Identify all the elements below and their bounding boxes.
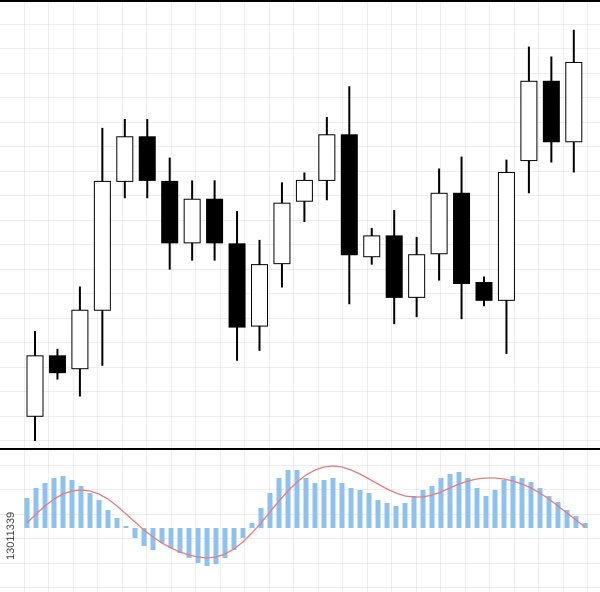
histogram-bar (150, 528, 156, 550)
histogram-bar (303, 478, 309, 528)
histogram-bar (366, 493, 372, 528)
histogram-bar (258, 508, 264, 528)
histogram-bar (339, 483, 345, 528)
histogram-bar (114, 518, 120, 528)
candle-body (453, 192, 471, 284)
histogram-bar (285, 470, 291, 528)
histogram-bar (528, 482, 534, 528)
candle-body (340, 134, 358, 256)
histogram-bar (465, 478, 471, 528)
histogram-bar (105, 510, 111, 528)
candle-body (206, 198, 224, 244)
candle-body (363, 235, 381, 258)
histogram-bar (132, 528, 138, 538)
histogram-bar (33, 488, 39, 528)
histogram-bar (24, 498, 30, 528)
candle-body (251, 264, 268, 327)
candle-body (138, 136, 156, 181)
histogram-bar (195, 528, 201, 563)
histogram-bar (69, 480, 75, 528)
histogram-bar (87, 493, 93, 528)
histogram-bar (393, 506, 399, 528)
histogram-bar (573, 516, 579, 528)
histogram-bar (438, 478, 444, 528)
histogram-bar (555, 502, 561, 528)
candle-body (161, 180, 179, 244)
candle-body (475, 281, 493, 301)
signal-line (26, 465, 586, 559)
histogram-bar (447, 474, 453, 528)
histogram-bar (159, 528, 165, 543)
histogram-bar (519, 478, 525, 528)
histogram-bar (204, 528, 210, 566)
watermark: 13011339 (5, 512, 17, 560)
candle-body (520, 80, 538, 162)
histogram-bar (231, 528, 237, 550)
histogram-bar (537, 488, 543, 528)
histogram-bar (78, 486, 84, 528)
candle-body (93, 180, 111, 311)
histogram-bar (267, 493, 273, 528)
histogram-bar (420, 490, 426, 528)
candle-body (48, 355, 66, 374)
histogram-bar (564, 510, 570, 528)
histogram-bar (177, 528, 183, 553)
histogram-bar (546, 496, 552, 528)
histogram-bar (213, 528, 219, 564)
candle-body (228, 243, 246, 328)
histogram-bar (51, 478, 57, 528)
candle-body (71, 309, 89, 370)
candle-body (497, 171, 515, 301)
candle-body (295, 179, 313, 202)
histogram-bar (456, 472, 462, 528)
candle-body (408, 254, 426, 298)
histogram-bar (294, 470, 300, 528)
candle-body (318, 134, 336, 181)
histogram-bar (141, 528, 147, 546)
histogram-bar (375, 500, 381, 528)
histogram-bar (348, 488, 354, 528)
candle-body (542, 80, 560, 143)
histogram-bar (582, 523, 588, 528)
histogram-bar (384, 503, 390, 528)
histogram-bar (510, 476, 516, 528)
histogram-bar (96, 500, 102, 528)
histogram-bar (357, 490, 363, 528)
histogram-bar (240, 528, 246, 538)
histogram-bar (330, 478, 336, 528)
histogram-bar (186, 528, 192, 558)
histogram-bar (222, 528, 228, 558)
histogram-bar (474, 488, 480, 528)
histogram-bar (429, 486, 435, 528)
histogram-bar (411, 496, 417, 528)
histogram-bar (249, 523, 255, 528)
candle-body (273, 202, 291, 265)
histogram-bar (312, 483, 318, 528)
candle-body (385, 235, 403, 298)
histogram-bar (501, 480, 507, 528)
histogram-bar (168, 528, 174, 548)
histogram-bar (276, 478, 282, 528)
histogram-bar (60, 476, 66, 528)
histogram-bar (492, 490, 498, 528)
candle-body (430, 192, 448, 255)
candle-body (565, 61, 583, 143)
histogram-bar (123, 526, 129, 528)
candle-body (26, 355, 44, 417)
histogram-bar (402, 503, 408, 528)
histogram-bar (321, 480, 327, 528)
candle-body (183, 198, 201, 244)
candle-body (116, 136, 134, 182)
histogram-bar (483, 496, 489, 528)
